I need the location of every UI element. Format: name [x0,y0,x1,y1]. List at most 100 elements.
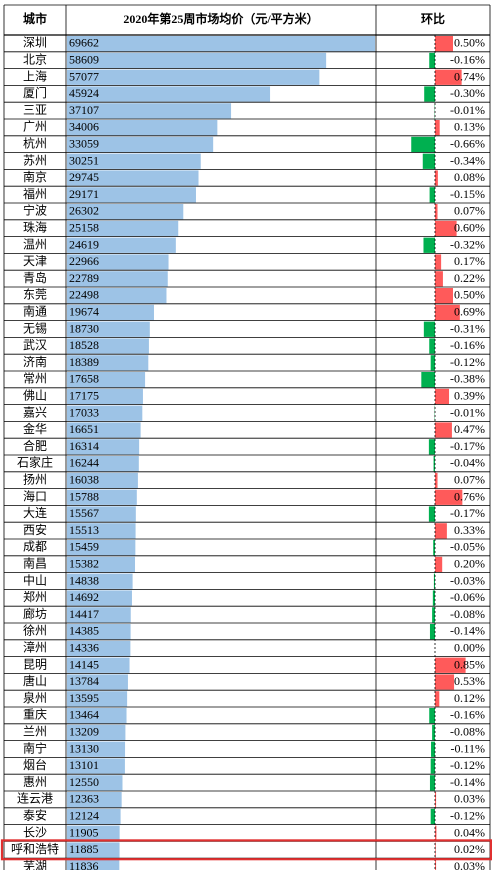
price: 12363 [69,792,99,806]
price-bar [67,523,136,539]
change: -0.32% [450,237,485,251]
price: 14385 [69,624,99,638]
city: 杭州 [23,135,47,150]
price-bar [67,271,168,287]
price: 17175 [69,388,99,402]
city: 徐州 [23,623,47,638]
city: 烟台 [23,757,47,772]
change-bar [429,187,435,203]
price-bar [67,556,136,573]
change-bar [435,556,443,573]
city: 佛山 [23,388,47,402]
change-bar [435,657,466,673]
change-bar [435,69,462,85]
price: 13595 [69,691,99,705]
price-bar [67,220,179,237]
city: 海口 [23,488,47,503]
city: 扬州 [23,471,47,486]
change-bar [435,523,447,539]
city: 郑州 [23,589,47,604]
price: 69662 [69,36,99,50]
city: 长沙 [23,825,47,839]
change: 0.20% [454,556,485,570]
city: 廊坊 [23,606,47,621]
change-bar [431,741,435,757]
change: -0.12% [450,355,485,369]
price: 34006 [69,120,99,134]
change: -0.08% [450,607,485,621]
change-bar [435,422,452,438]
price: 14145 [69,657,99,671]
city: 唐山 [23,673,47,688]
price-bar [67,808,121,825]
city: 南京 [23,169,47,184]
price: 15513 [69,523,99,537]
price-bar [67,792,122,808]
price-bar [67,355,149,371]
change-bar [435,859,437,870]
change-bar [435,472,438,489]
change: -0.01% [450,405,485,419]
change-bar [432,590,435,606]
price: 18528 [69,338,99,352]
highlight [0,839,492,861]
change: 0.12% [454,691,485,705]
change: -0.15% [450,187,485,201]
city: 合肥 [23,438,47,453]
price-bar [67,69,320,85]
price-bar [67,254,169,270]
change-bar [411,136,435,153]
price-bar [67,321,150,337]
price-bar [67,86,271,102]
change-bar [429,708,435,724]
price-bar [67,691,128,707]
price-bar [67,120,218,136]
city: 广州 [23,120,47,134]
price-bar [67,540,136,556]
city: 大连 [23,505,47,520]
city: 济南 [23,354,47,369]
city: 南宁 [23,740,47,755]
city: 无锡 [23,320,47,335]
price: 33059 [69,136,99,150]
change: -0.66% [450,136,485,150]
city: 常州 [23,372,47,386]
city: 兰州 [23,724,47,738]
city: 上海 [23,68,47,83]
bars [67,36,466,870]
price: 15459 [69,540,99,554]
price: 16244 [69,456,99,470]
change-bar [430,355,435,371]
city: 天津 [23,254,47,268]
price: 15382 [69,556,99,570]
price: 22789 [69,271,99,285]
change: 0.07% [454,472,485,486]
price-bar [67,590,132,606]
price-bar [67,775,123,791]
price: 14838 [69,573,99,587]
city: 呼和浩特 [11,841,59,856]
change: -0.31% [450,321,485,335]
change: -0.11% [450,741,485,755]
price: 16038 [69,472,99,486]
change: -0.12% [450,758,485,772]
change-bar [435,842,436,858]
city: 武汉 [23,338,47,352]
change-bar [433,573,435,589]
price-bar [67,52,327,69]
city: 深圳 [23,36,47,50]
change-bar [435,220,457,237]
change-bar [435,792,437,808]
change-bar [423,321,435,337]
price-bar [67,640,131,657]
price: 12550 [69,775,99,789]
price-bar [67,237,176,253]
change: 0.03% [454,859,485,870]
price-bar [67,825,120,841]
header-city: 城市 [23,11,47,26]
price-bar [67,506,136,522]
price: 29171 [69,187,99,201]
price-bar [67,103,232,119]
change: 0.60% [454,220,485,234]
